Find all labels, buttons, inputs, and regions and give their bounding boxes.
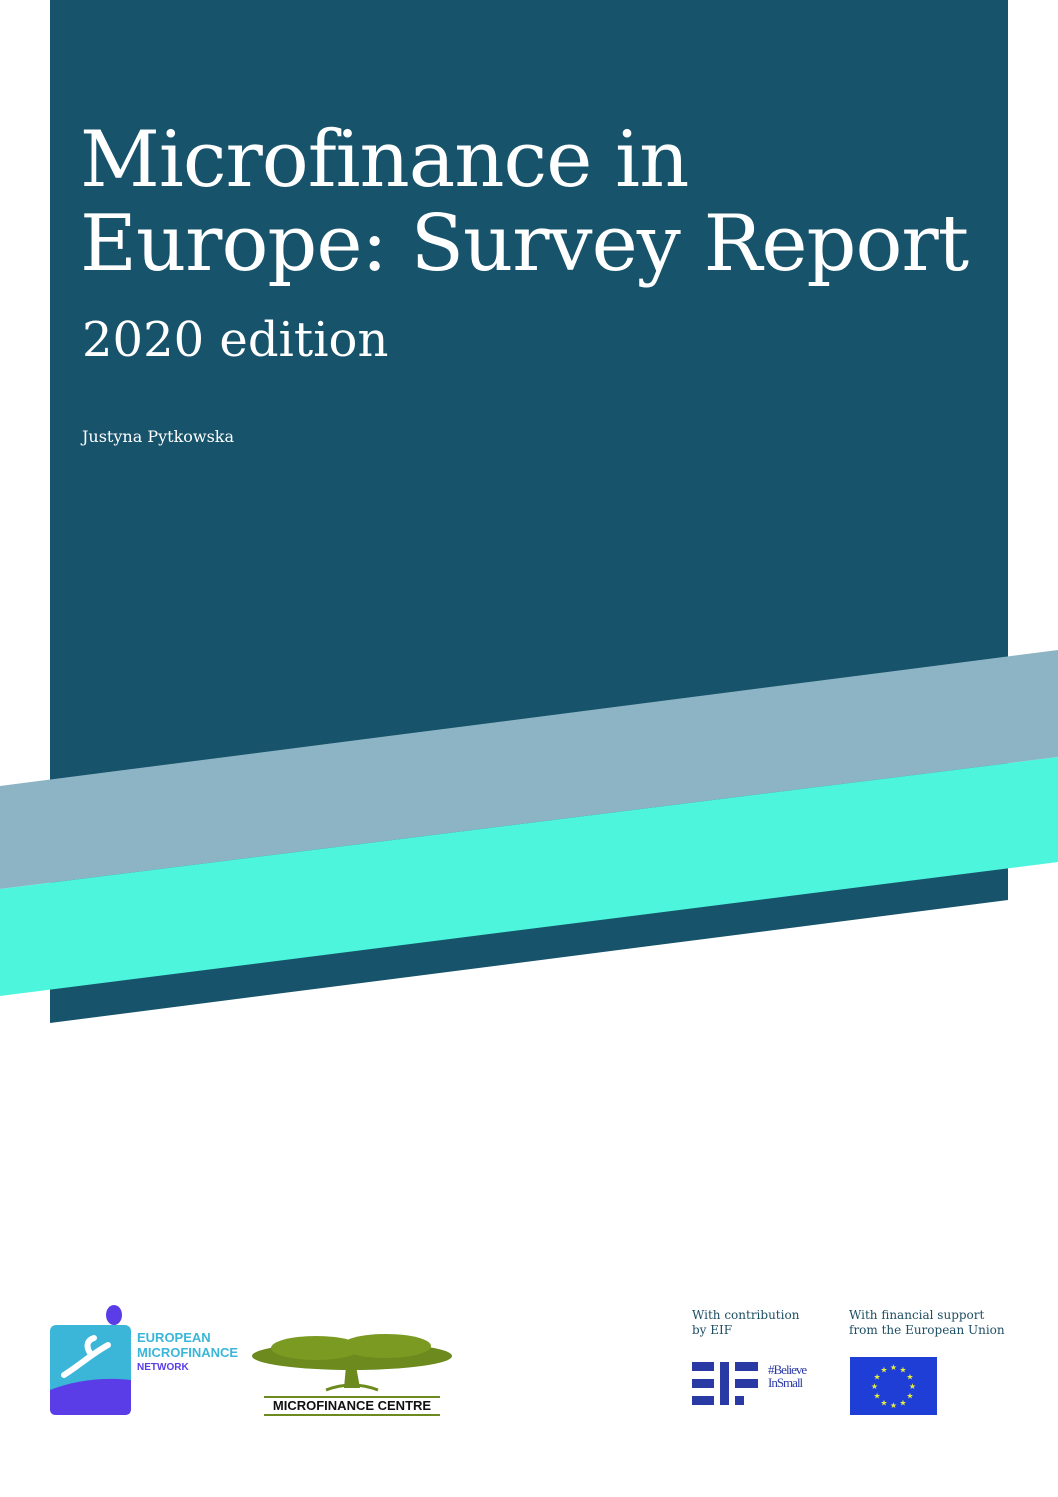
eif-hashtag-line-2: InSmall (768, 1375, 803, 1390)
teal-band (0, 757, 1058, 996)
eu-caption-line-2: from the European Union (849, 1323, 1005, 1337)
eu-star-icon: ★ (890, 1401, 897, 1410)
eif-caption-line-1: With contribution (692, 1308, 800, 1322)
eif-caption: With contribution by EIF (692, 1308, 799, 1338)
eu-star-icon: ★ (871, 1382, 878, 1391)
eu-star-icon: ★ (899, 1366, 906, 1375)
eu-star-icon: ★ (880, 1398, 887, 1407)
tree-logo-icon (252, 1334, 452, 1392)
eu-star-icon: ★ (873, 1373, 880, 1382)
eu-star-icon: ★ (890, 1363, 897, 1372)
eu-caption: With financial support from the European… (849, 1308, 1005, 1338)
emn-line-3: NETWORK (137, 1362, 189, 1373)
emn-logo-icon (50, 1305, 131, 1415)
eif-logo-icon (692, 1362, 758, 1405)
emn-line-2: MICROFINANCE (137, 1345, 239, 1360)
eu-star-icon: ★ (873, 1392, 880, 1401)
eif-caption-line-2: by EIF (692, 1323, 733, 1337)
title-line-2: Europe: Survey Report (80, 199, 969, 289)
eif-hashtag-line-1: #Believe (768, 1362, 807, 1377)
eu-star-icon: ★ (906, 1392, 913, 1401)
eu-caption-line-1: With financial support (849, 1308, 985, 1322)
report-title: Microfinance in Europe: Survey Report (80, 115, 969, 289)
edition: 2020 edition (82, 312, 389, 368)
mfc-logo-text: MICROFINANCE CENTRE (264, 1396, 440, 1416)
eu-star-icon: ★ (906, 1373, 913, 1382)
eif-hashtag: #Believe InSmall (768, 1362, 807, 1390)
title-line-1: Microfinance in (80, 115, 689, 205)
emn-logo-text: EUROPEAN MICROFINANCE NETWORK (137, 1330, 238, 1375)
eu-star-icon: ★ (880, 1366, 887, 1375)
eu-star-icon: ★ (909, 1382, 916, 1391)
author: Justyna Pytkowska (82, 427, 235, 446)
emn-line-1: EUROPEAN (137, 1330, 211, 1345)
eu-flag-icon: ★ ★★★★★★★★★★★ (850, 1357, 937, 1415)
eu-star-icon: ★ (899, 1398, 906, 1407)
grey-band (0, 650, 1058, 889)
